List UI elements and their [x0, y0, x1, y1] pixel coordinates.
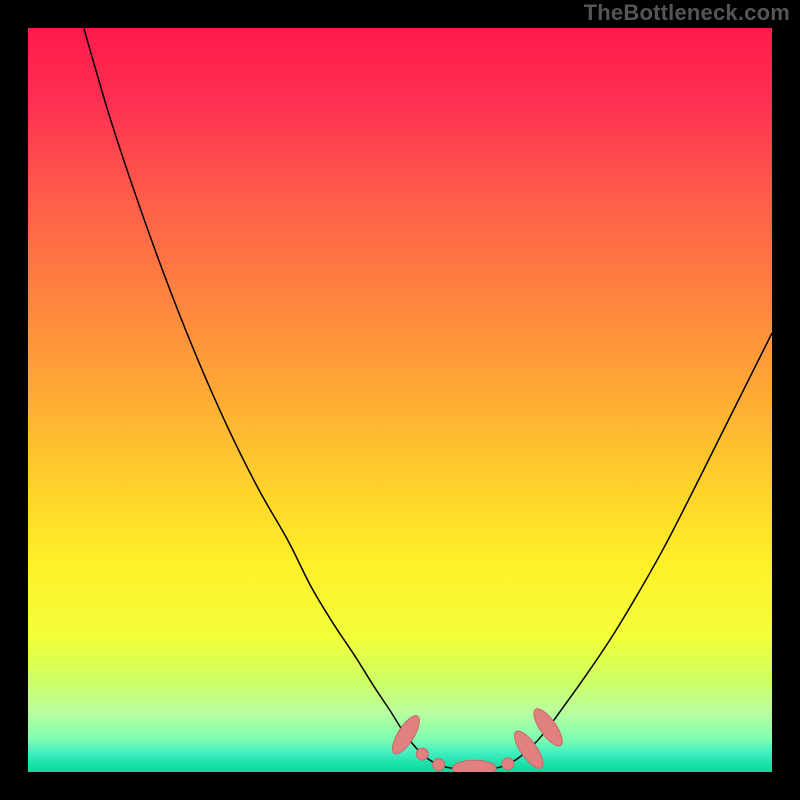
curve-node: [502, 758, 514, 770]
watermark-text: TheBottleneck.com: [584, 0, 790, 26]
plot-background: [28, 28, 772, 772]
curve-node: [416, 748, 428, 760]
chart-stage: TheBottleneck.com: [0, 0, 800, 800]
curve-node: [433, 759, 445, 771]
bottleneck-v-chart: [0, 0, 800, 800]
